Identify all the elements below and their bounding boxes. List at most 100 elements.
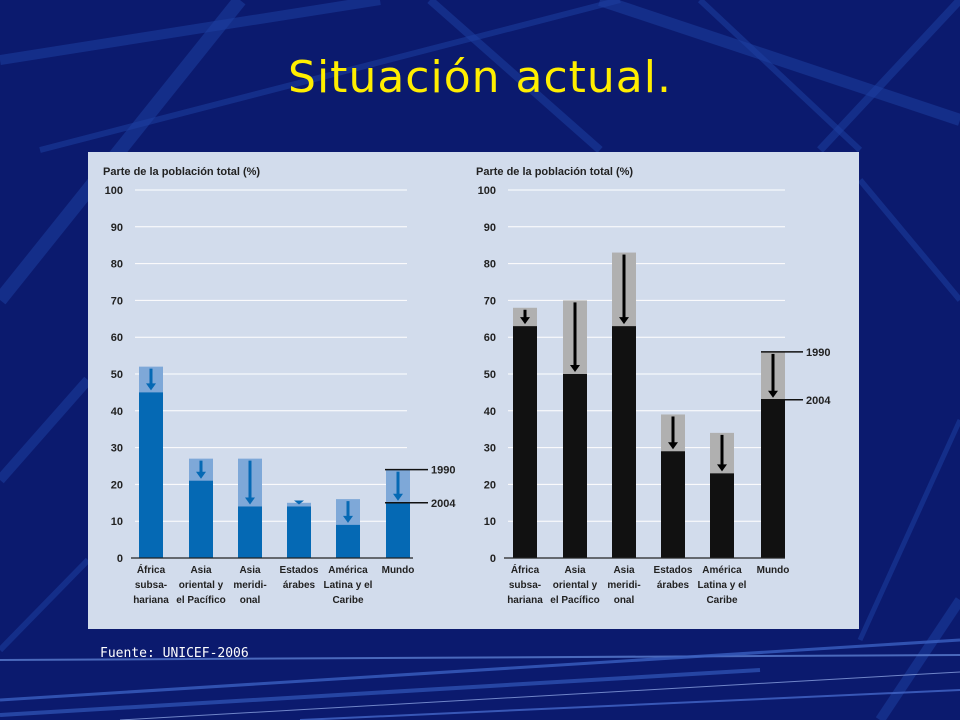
left-y-tick-label: 60 [111, 332, 123, 344]
streak [857, 178, 960, 302]
right-x-category-label: Asia [564, 565, 586, 576]
right-bar-2004 [563, 374, 587, 558]
left-y-tick-label: 100 [105, 185, 123, 197]
right-bar-2004 [612, 326, 636, 558]
left-bar-2004 [287, 506, 311, 558]
streak [0, 638, 960, 702]
left-y-axis-title: Parte de la población total (%) [103, 166, 260, 178]
source-note: Fuente: UNICEF-2006 [100, 646, 249, 661]
right-y-tick-label: 10 [484, 516, 496, 528]
left-x-category-label: África [137, 563, 166, 576]
left-bar-2004 [189, 480, 213, 558]
left-x-category-label: el Pacífico [176, 595, 225, 606]
right-decline-arrow-head [768, 390, 778, 398]
right-x-category-label: subsa- [509, 580, 541, 591]
left-y-tick-label: 90 [111, 222, 123, 234]
right-x-category-label: África [511, 563, 540, 576]
right-y-tick-label: 20 [484, 479, 496, 491]
right-legend-label: 1990 [806, 347, 830, 359]
right-y-tick-label: 100 [478, 185, 496, 197]
streak [0, 376, 92, 484]
left-decline-arrow-head [294, 500, 304, 505]
left-x-category-label: Caribe [332, 595, 364, 606]
chart-panel: Parte de la población total (%) 0 10 20 30 40… [88, 152, 859, 629]
left-x-category-label: hariana [133, 595, 169, 606]
streak [0, 0, 246, 305]
right-decline-arrow-head [668, 442, 678, 450]
right-x-category-label: onal [614, 595, 635, 606]
right-decline-arrow-head [520, 317, 530, 325]
left-x-category-label: Estados [280, 565, 319, 576]
left-y-tick-label: 0 [117, 553, 123, 565]
right-decline-arrow-head [619, 317, 629, 325]
left-x-category-label: América [328, 565, 368, 576]
left-decline-arrow-head [393, 493, 403, 501]
right-y-tick-label: 40 [484, 406, 496, 418]
left-y-tick-label: 20 [111, 479, 123, 491]
left-x-category-label: Mundo [382, 565, 415, 576]
left-x-category-label: subsa- [135, 580, 167, 591]
right-x-category-label: oriental y [553, 580, 598, 591]
right-x-category-label: meridi- [607, 580, 640, 591]
right-bar-2004 [710, 473, 734, 558]
left-y-tick-label: 50 [111, 369, 123, 381]
right-x-category-label: hariana [507, 595, 543, 606]
right-y-tick-label: 0 [490, 553, 496, 565]
left-y-tick-label: 40 [111, 406, 123, 418]
left-y-tick-label: 30 [111, 443, 123, 455]
right-legend-label: 2004 [806, 395, 831, 407]
left-y-tick-label: 80 [111, 259, 123, 271]
right-y-tick-label: 30 [484, 443, 496, 455]
right-x-category-label: Estados [654, 565, 693, 576]
left-x-category-label: meridi- [233, 580, 266, 591]
right-decline-arrow-head [717, 464, 727, 472]
streak [0, 668, 761, 717]
left-x-category-label: árabes [283, 580, 316, 591]
right-x-category-label: Caribe [706, 595, 738, 606]
right-bar-2004 [761, 399, 785, 558]
left-bar-2004 [238, 506, 262, 558]
streak [598, 0, 960, 126]
streak [697, 0, 863, 153]
right-decline-arrow-head [570, 365, 580, 372]
right-y-axis-title: Parte de la población total (%) [476, 166, 633, 178]
streak [119, 671, 960, 720]
left-decline-arrow-head [343, 515, 353, 523]
streak [0, 0, 381, 65]
right-bar-2004 [661, 451, 685, 558]
streak [0, 654, 960, 661]
right-y-tick-label: 90 [484, 222, 496, 234]
charts-svg: Parte de la población total (%) 0 10 20 30 40… [103, 166, 831, 606]
left-legend-label: 1990 [431, 465, 455, 477]
slide-title: Situación actual. [288, 52, 672, 103]
left-legend-label: 2004 [431, 498, 456, 510]
left-y-tick-label: 70 [111, 295, 123, 307]
right-x-category-label: Asia [613, 565, 635, 576]
left-decline-arrow-head [245, 497, 255, 505]
left-x-category-label: Latina y el [324, 580, 373, 591]
right-y-tick-label: 50 [484, 369, 496, 381]
right-bar-2004 [513, 326, 537, 558]
right-x-category-label: árabes [657, 580, 690, 591]
left-bar-2004 [139, 392, 163, 558]
streak [299, 689, 960, 720]
left-bar-2004 [336, 524, 360, 558]
streak [857, 418, 960, 642]
left-x-category-label: onal [240, 595, 261, 606]
right-y-tick-label: 60 [484, 332, 496, 344]
right-y-tick-label: 70 [484, 295, 496, 307]
bottom-streaks [0, 638, 960, 720]
left-x-category-label: Asia [239, 565, 261, 576]
left-y-tick-label: 10 [111, 516, 123, 528]
right-y-tick-label: 80 [484, 259, 496, 271]
left-bar-2004 [386, 502, 410, 558]
left-x-category-label: Asia [190, 565, 212, 576]
right-x-category-label: América [702, 565, 742, 576]
streak [817, 0, 960, 153]
streak [427, 0, 603, 153]
left-decline-arrow-head [196, 471, 206, 479]
right-x-category-label: el Pacífico [550, 595, 599, 606]
streak [0, 557, 91, 653]
streak [875, 597, 960, 720]
